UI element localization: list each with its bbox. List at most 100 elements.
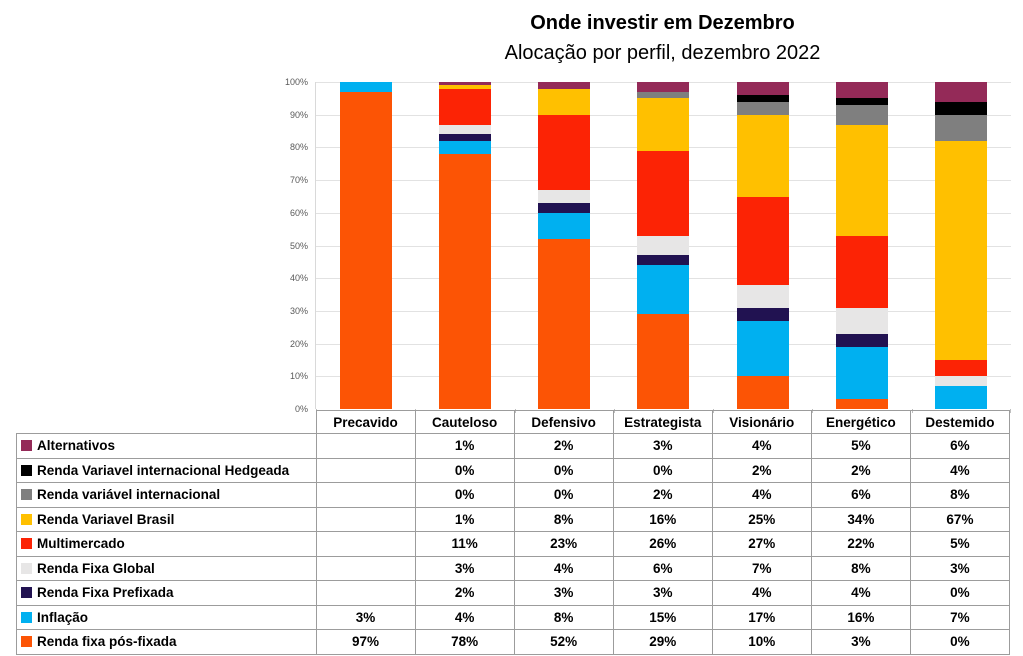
bar-segment-renda-fixa-prefixada-estrategista xyxy=(637,255,690,266)
value-cell-inflacao-estrategista: 15% xyxy=(612,604,713,630)
bar-segment-renda-variavel-brasil-visionario xyxy=(736,114,789,197)
bar-column-visionario xyxy=(713,82,812,409)
bar-segment-inflacao-visionario xyxy=(736,320,789,377)
value-cell-multimercado-destemido: 5% xyxy=(909,531,1011,557)
bar-segment-multimercado-energetico xyxy=(836,235,889,308)
series-label-cell-renda-fixa-pos-fixada: Renda fixa pós-fixada xyxy=(16,629,317,655)
value-cell-renda-variavel-brasil-visionario: 25% xyxy=(711,506,812,532)
bar-segment-renda-fixa-pos-fixada-estrategista xyxy=(637,314,690,409)
series-label-cell-multimercado: Multimercado xyxy=(16,531,317,557)
bar-segment-multimercado-defensivo xyxy=(538,114,591,190)
value-cell-multimercado-visionario: 27% xyxy=(711,531,812,557)
value-cell-renda-variavel-internacional-hedgeada-estrategista: 0% xyxy=(612,457,713,483)
plot-area xyxy=(315,82,1011,413)
value-cell-alternativos-precavido xyxy=(315,433,416,459)
series-label-cell-renda-fixa-prefixada: Renda Fixa Prefixada xyxy=(16,580,317,606)
value-cell-renda-fixa-pos-fixada-destemido: 0% xyxy=(909,629,1011,655)
series-label-cell-renda-variavel-brasil: Renda Variavel Brasil xyxy=(16,506,317,532)
bar-segment-renda-variavel-brasil-cauteloso xyxy=(438,85,491,89)
data-table: Precavido Cauteloso Defensivo Estrategista V… xyxy=(16,410,1011,655)
bar-segment-alternativos-energetico xyxy=(836,82,889,99)
table-row-renda-variavel-internacional-hedgeada: Renda Variavel internacional Hedgeada 0% 0… xyxy=(16,457,1011,483)
value-cell-renda-variavel-internacional-hedgeada-energetico: 2% xyxy=(810,457,911,483)
table-header-row: Precavido Cauteloso Defensivo Estrategista V… xyxy=(16,410,1011,434)
value-cell-renda-fixa-prefixada-energetico: 4% xyxy=(810,580,911,606)
column-header-precavido: Precavido xyxy=(315,410,416,434)
bar-segment-renda-fixa-pos-fixada-precavido xyxy=(339,91,392,409)
value-cell-inflacao-energetico: 16% xyxy=(810,604,911,630)
value-cell-multimercado-cauteloso: 11% xyxy=(414,531,515,557)
bar-segment-renda-fixa-prefixada-visionario xyxy=(736,307,789,321)
bar-segment-alternativos-estrategista xyxy=(637,82,690,92)
value-cell-renda-variavel-internacional-hedgeada-destemido: 4% xyxy=(909,457,1011,483)
value-cell-inflacao-defensivo: 8% xyxy=(513,604,614,630)
table-body: Alternativos 1% 2% 3% 4% 5% 6% Renda Variavel i… xyxy=(16,433,1011,655)
y-axis-label-0%: 0% xyxy=(294,404,308,414)
y-axis: 0% 10% 20% 30% 40% 50% 60% 70% 80% 90% 100% xyxy=(240,77,312,414)
series-name: Renda Fixa Prefixada xyxy=(37,585,174,601)
table-header: Precavido Cauteloso Defensivo Estrategista V… xyxy=(16,410,1011,434)
value-cell-renda-variavel-internacional-cauteloso: 0% xyxy=(414,482,515,508)
value-cell-renda-fixa-prefixada-destemido: 0% xyxy=(909,580,1011,606)
table-row-renda-variavel-internacional: Renda variável internacional 0% 0% 2% 4% 6% 8% xyxy=(16,482,1011,508)
chart-titles: Onde investir em Dezembro Alocação por p… xyxy=(315,8,1010,68)
value-cell-renda-fixa-pos-fixada-defensivo: 52% xyxy=(513,629,614,655)
bar-segment-alternativos-cauteloso xyxy=(438,82,491,86)
value-cell-renda-variavel-internacional-hedgeada-defensivo: 0% xyxy=(513,457,614,483)
value-cell-renda-variavel-brasil-estrategista: 16% xyxy=(612,506,713,532)
value-cell-renda-fixa-global-energetico: 8% xyxy=(810,555,911,581)
bar-segment-renda-variavel-internacional-destemido xyxy=(935,114,988,141)
value-cell-renda-variavel-internacional-defensivo: 0% xyxy=(513,482,614,508)
value-cell-multimercado-defensivo: 23% xyxy=(513,531,614,557)
series-name: Inflação xyxy=(37,609,89,625)
bar-segment-renda-fixa-global-cauteloso xyxy=(438,124,491,135)
bar-column-precavido xyxy=(316,82,415,409)
bar-segment-multimercado-estrategista xyxy=(637,150,690,236)
value-cell-alternativos-defensivo: 2% xyxy=(513,433,614,459)
y-axis-label-10%: 10% xyxy=(289,371,308,382)
bar-column-destemido xyxy=(912,82,1011,409)
x-axis-tick xyxy=(1010,409,1011,413)
value-cell-renda-variavel-brasil-cauteloso: 1% xyxy=(414,506,515,532)
value-cell-inflacao-cauteloso: 4% xyxy=(414,604,515,630)
bar-segment-multimercado-destemido xyxy=(935,359,988,377)
bar-segment-renda-fixa-pos-fixada-energetico xyxy=(836,399,889,409)
bar-segment-renda-fixa-prefixada-cauteloso xyxy=(438,134,491,141)
bar-segment-renda-fixa-global-energetico xyxy=(836,307,889,334)
value-cell-renda-fixa-global-destemido: 3% xyxy=(909,555,1011,581)
value-cell-renda-variavel-internacional-estrategista: 2% xyxy=(612,482,713,508)
stacked-bar-visionario xyxy=(736,82,789,409)
bar-column-estrategista xyxy=(614,82,713,409)
value-cell-multimercado-energetico: 22% xyxy=(810,531,911,557)
chart-title: Onde investir em Dezembro xyxy=(530,12,795,34)
value-cell-renda-fixa-global-visionario: 7% xyxy=(711,555,812,581)
legend-swatch-renda-fixa-prefixada xyxy=(21,587,32,599)
bar-segment-renda-variavel-brasil-defensivo xyxy=(538,88,591,115)
bar-column-energetico xyxy=(812,82,911,409)
y-axis-label-80%: 80% xyxy=(289,142,308,153)
bar-segment-renda-variavel-brasil-destemido xyxy=(935,140,988,360)
series-name: Renda variável internacional xyxy=(37,487,221,503)
bar-segment-renda-fixa-global-defensivo xyxy=(538,189,591,204)
bar-segment-inflacao-energetico xyxy=(836,346,889,400)
value-cell-renda-fixa-prefixada-cauteloso: 2% xyxy=(414,580,515,606)
value-cell-renda-variavel-internacional-hedgeada-precavido xyxy=(315,457,416,483)
bar-segment-inflacao-destemido xyxy=(935,386,988,409)
bar-segment-renda-variavel-internacional-hedgeada-destemido xyxy=(935,101,988,115)
series-name: Alternativos xyxy=(37,438,116,454)
value-cell-inflacao-precavido: 3% xyxy=(315,604,416,630)
legend-swatch-alternativos xyxy=(21,440,32,452)
value-cell-renda-variavel-brasil-destemido: 67% xyxy=(909,506,1011,532)
bar-segment-renda-fixa-pos-fixada-defensivo xyxy=(538,238,591,409)
series-name: Renda fixa pós-fixada xyxy=(37,634,177,650)
value-cell-renda-variavel-brasil-precavido xyxy=(315,506,416,532)
value-cell-alternativos-visionario: 4% xyxy=(711,433,812,459)
value-cell-renda-fixa-pos-fixada-cauteloso: 78% xyxy=(414,629,515,655)
series-label-cell-renda-variavel-internacional: Renda variável internacional xyxy=(16,482,317,508)
bar-segment-renda-variavel-brasil-estrategista xyxy=(637,98,690,151)
value-cell-renda-fixa-global-cauteloso: 3% xyxy=(414,555,515,581)
value-cell-renda-fixa-prefixada-estrategista: 3% xyxy=(612,580,713,606)
value-cell-renda-variavel-internacional-hedgeada-visionario: 2% xyxy=(711,457,812,483)
value-cell-renda-fixa-pos-fixada-visionario: 10% xyxy=(711,629,812,655)
bar-column-defensivo xyxy=(515,82,614,409)
